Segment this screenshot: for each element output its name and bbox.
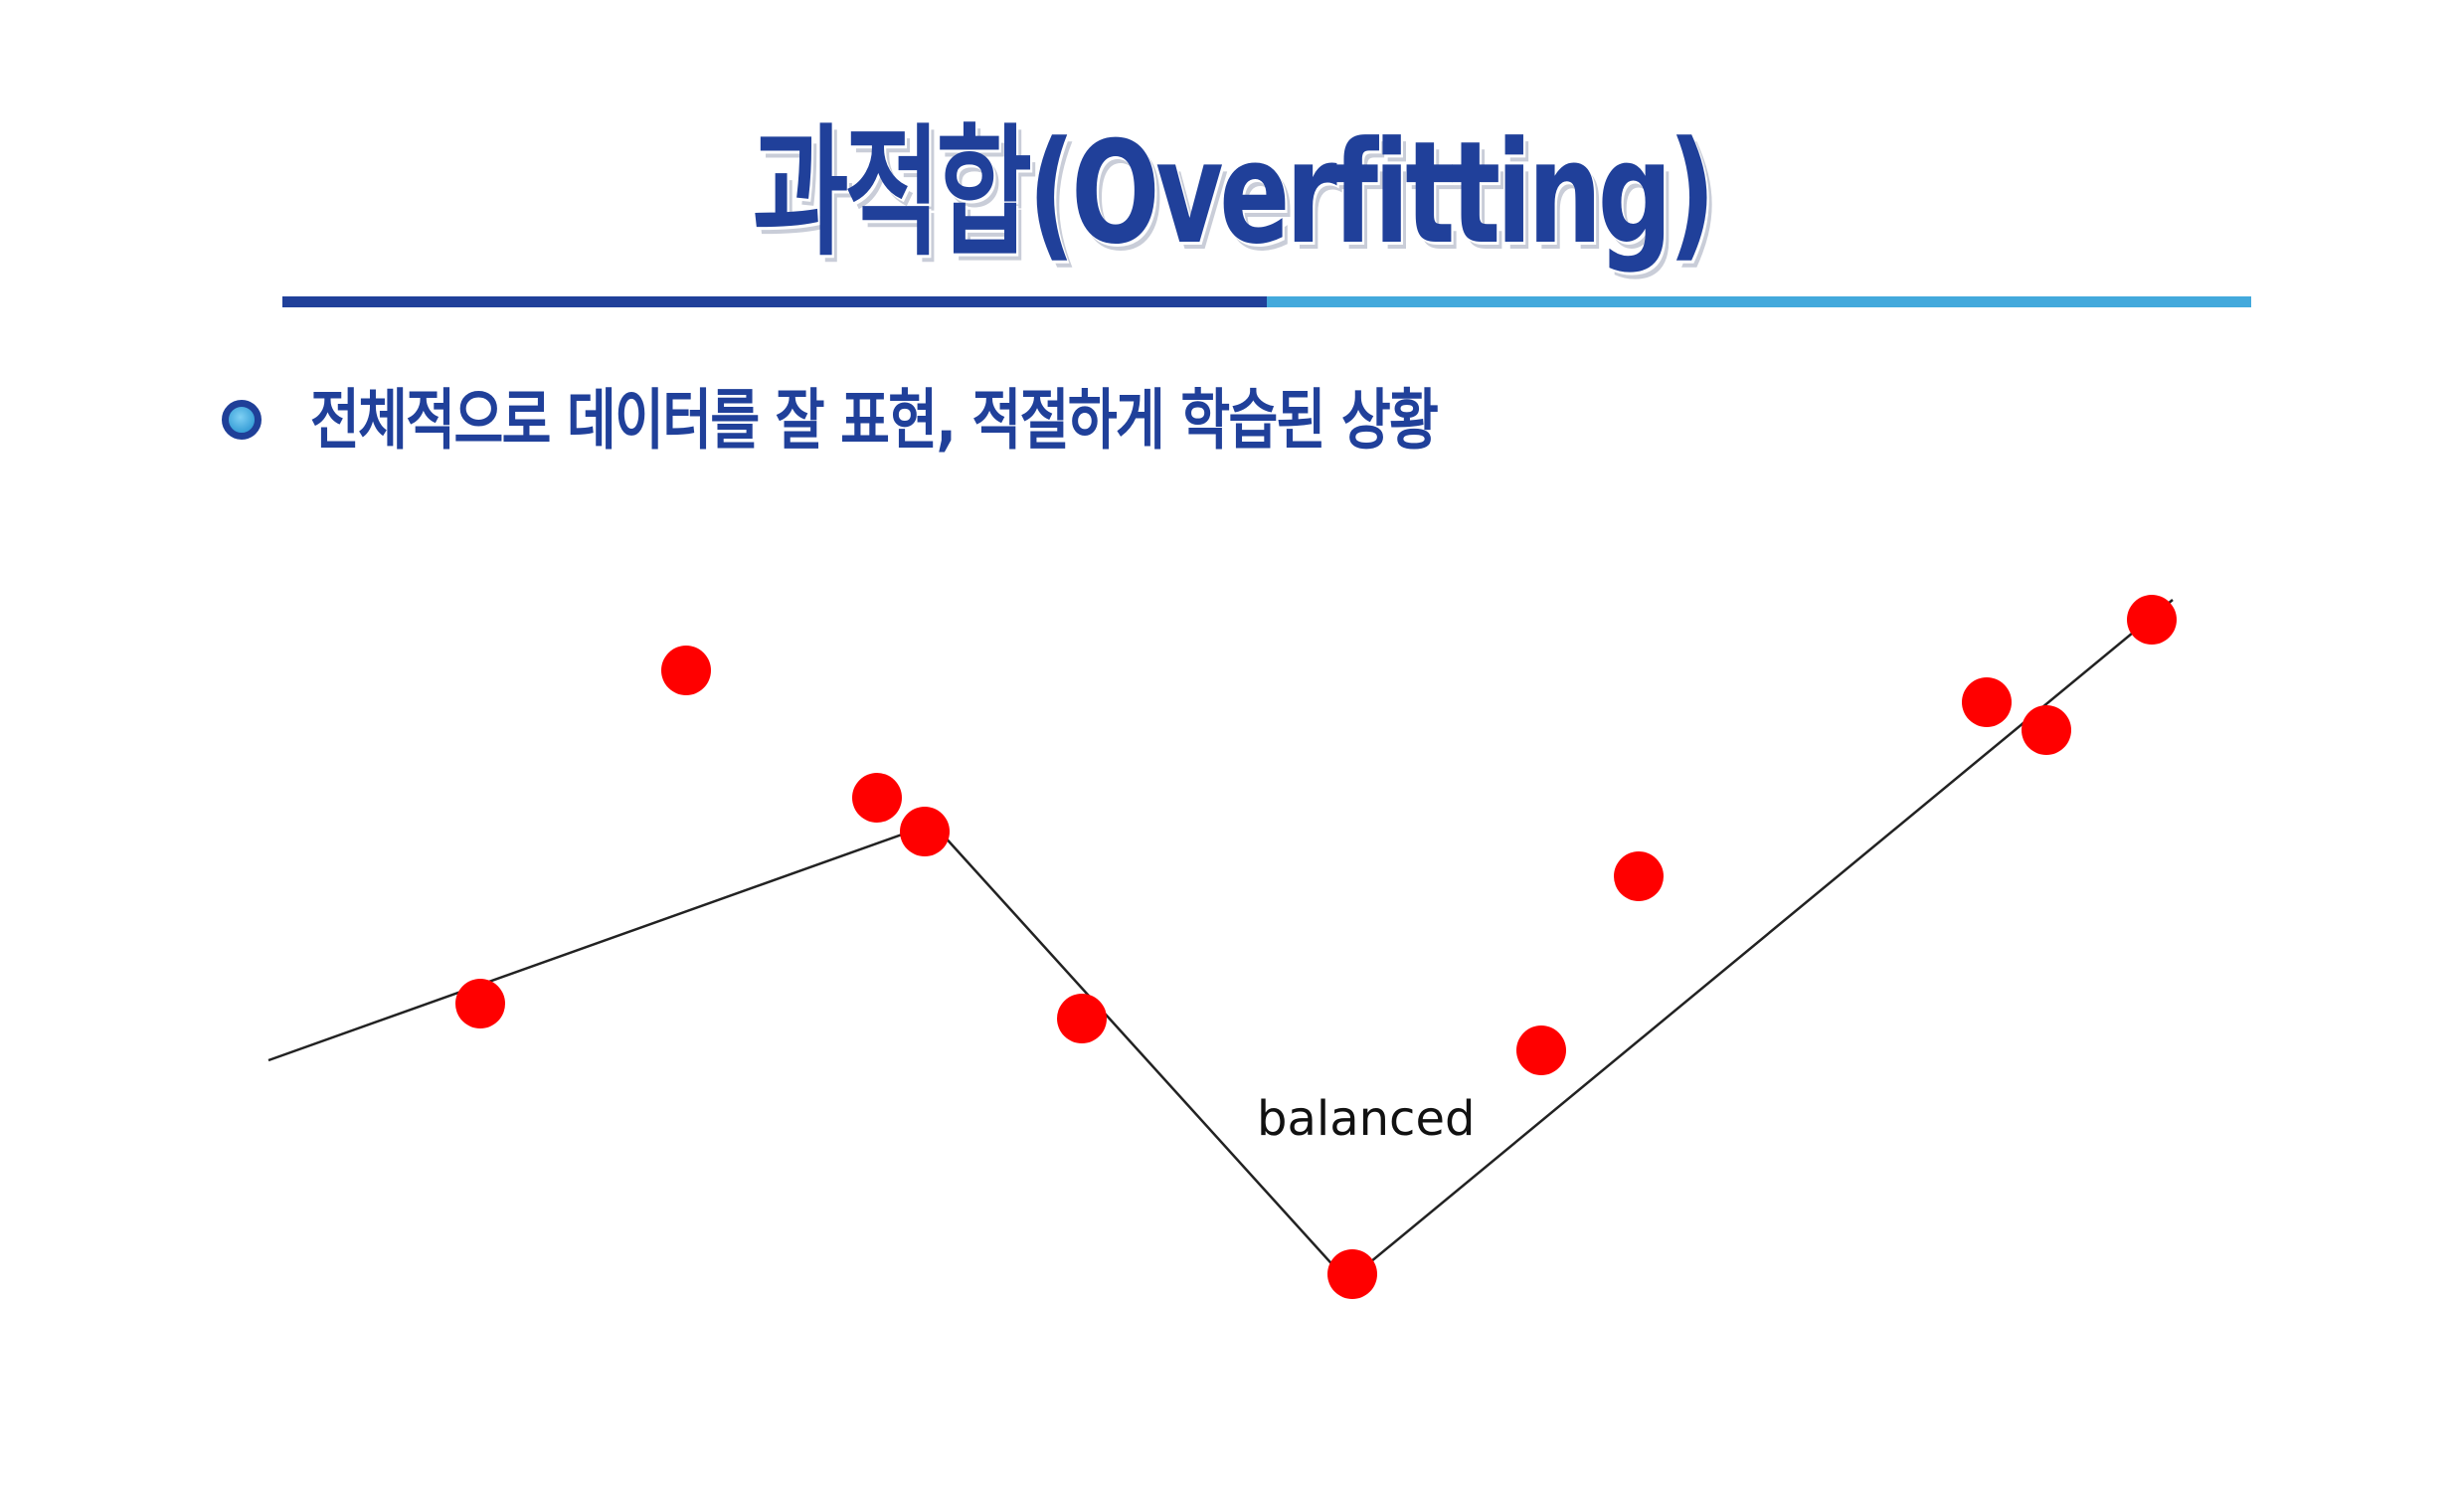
data-point (2127, 595, 2177, 645)
data-point (852, 773, 902, 823)
circle-bullet-icon (222, 400, 262, 440)
data-point (1516, 1025, 1566, 1075)
fit-line (267, 599, 2174, 1283)
data-point (455, 979, 505, 1028)
slide-title: 과적합(Overfitting) (752, 111, 1716, 276)
data-point (661, 646, 711, 695)
bullet-text: 전체적으로 데이터를 잘 표현, 적절하게 학습된 상황 (310, 382, 1439, 459)
title-underline-light (1267, 296, 2251, 307)
data-point (900, 807, 950, 856)
data-points (455, 595, 2177, 1299)
title-underline-dark (282, 296, 1267, 307)
data-point (1057, 994, 1107, 1043)
data-point (1327, 1249, 1377, 1299)
balanced-label: balanced (1257, 1091, 1475, 1147)
data-point (2022, 705, 2071, 755)
data-point (1614, 851, 1664, 901)
data-point (1962, 677, 2012, 727)
